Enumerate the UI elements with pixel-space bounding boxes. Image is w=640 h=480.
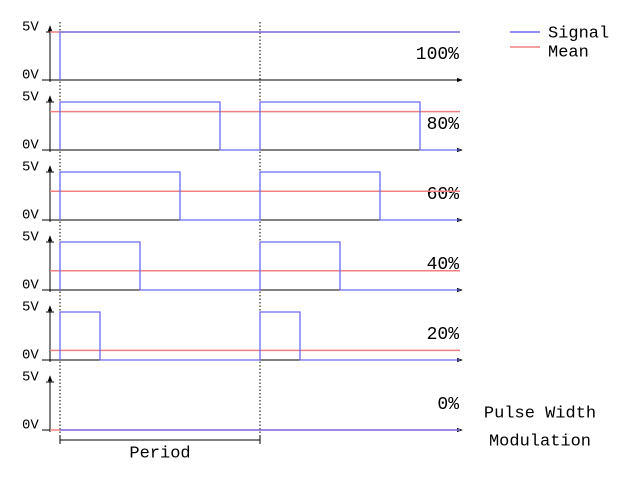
- y-label-low: 0V: [22, 138, 39, 154]
- y-label-low: 0V: [22, 208, 39, 224]
- caption: Modulation: [489, 432, 591, 451]
- signal: [59, 241, 460, 291]
- period-label: Period: [129, 444, 190, 463]
- duty-label: 100%: [416, 45, 459, 65]
- duty-label: 20%: [427, 325, 460, 345]
- signal: [59, 31, 460, 80]
- duty-label: 40%: [427, 255, 460, 275]
- y-label-low: 0V: [22, 278, 39, 294]
- duty-label: 0%: [437, 395, 459, 415]
- y-label-low: 0V: [22, 68, 39, 84]
- duty-label: 80%: [427, 115, 460, 135]
- signal: [59, 171, 460, 221]
- y-label-high: 5V: [22, 90, 39, 106]
- period-bracket: [59, 436, 261, 444]
- y-label-high: 5V: [22, 300, 39, 316]
- legend-signal: Signal: [548, 24, 609, 43]
- legend-mean: Mean: [548, 43, 589, 62]
- y-label-high: 5V: [22, 20, 39, 36]
- signal: [59, 311, 460, 361]
- y-label-high: 5V: [22, 230, 39, 246]
- y-label-low: 0V: [22, 418, 39, 434]
- y-label-high: 5V: [22, 370, 39, 386]
- y-label-high: 5V: [22, 160, 39, 176]
- duty-label: 60%: [427, 185, 460, 205]
- signal: [59, 101, 460, 151]
- y-label-low: 0V: [22, 348, 39, 364]
- caption: Pulse Width: [484, 404, 596, 423]
